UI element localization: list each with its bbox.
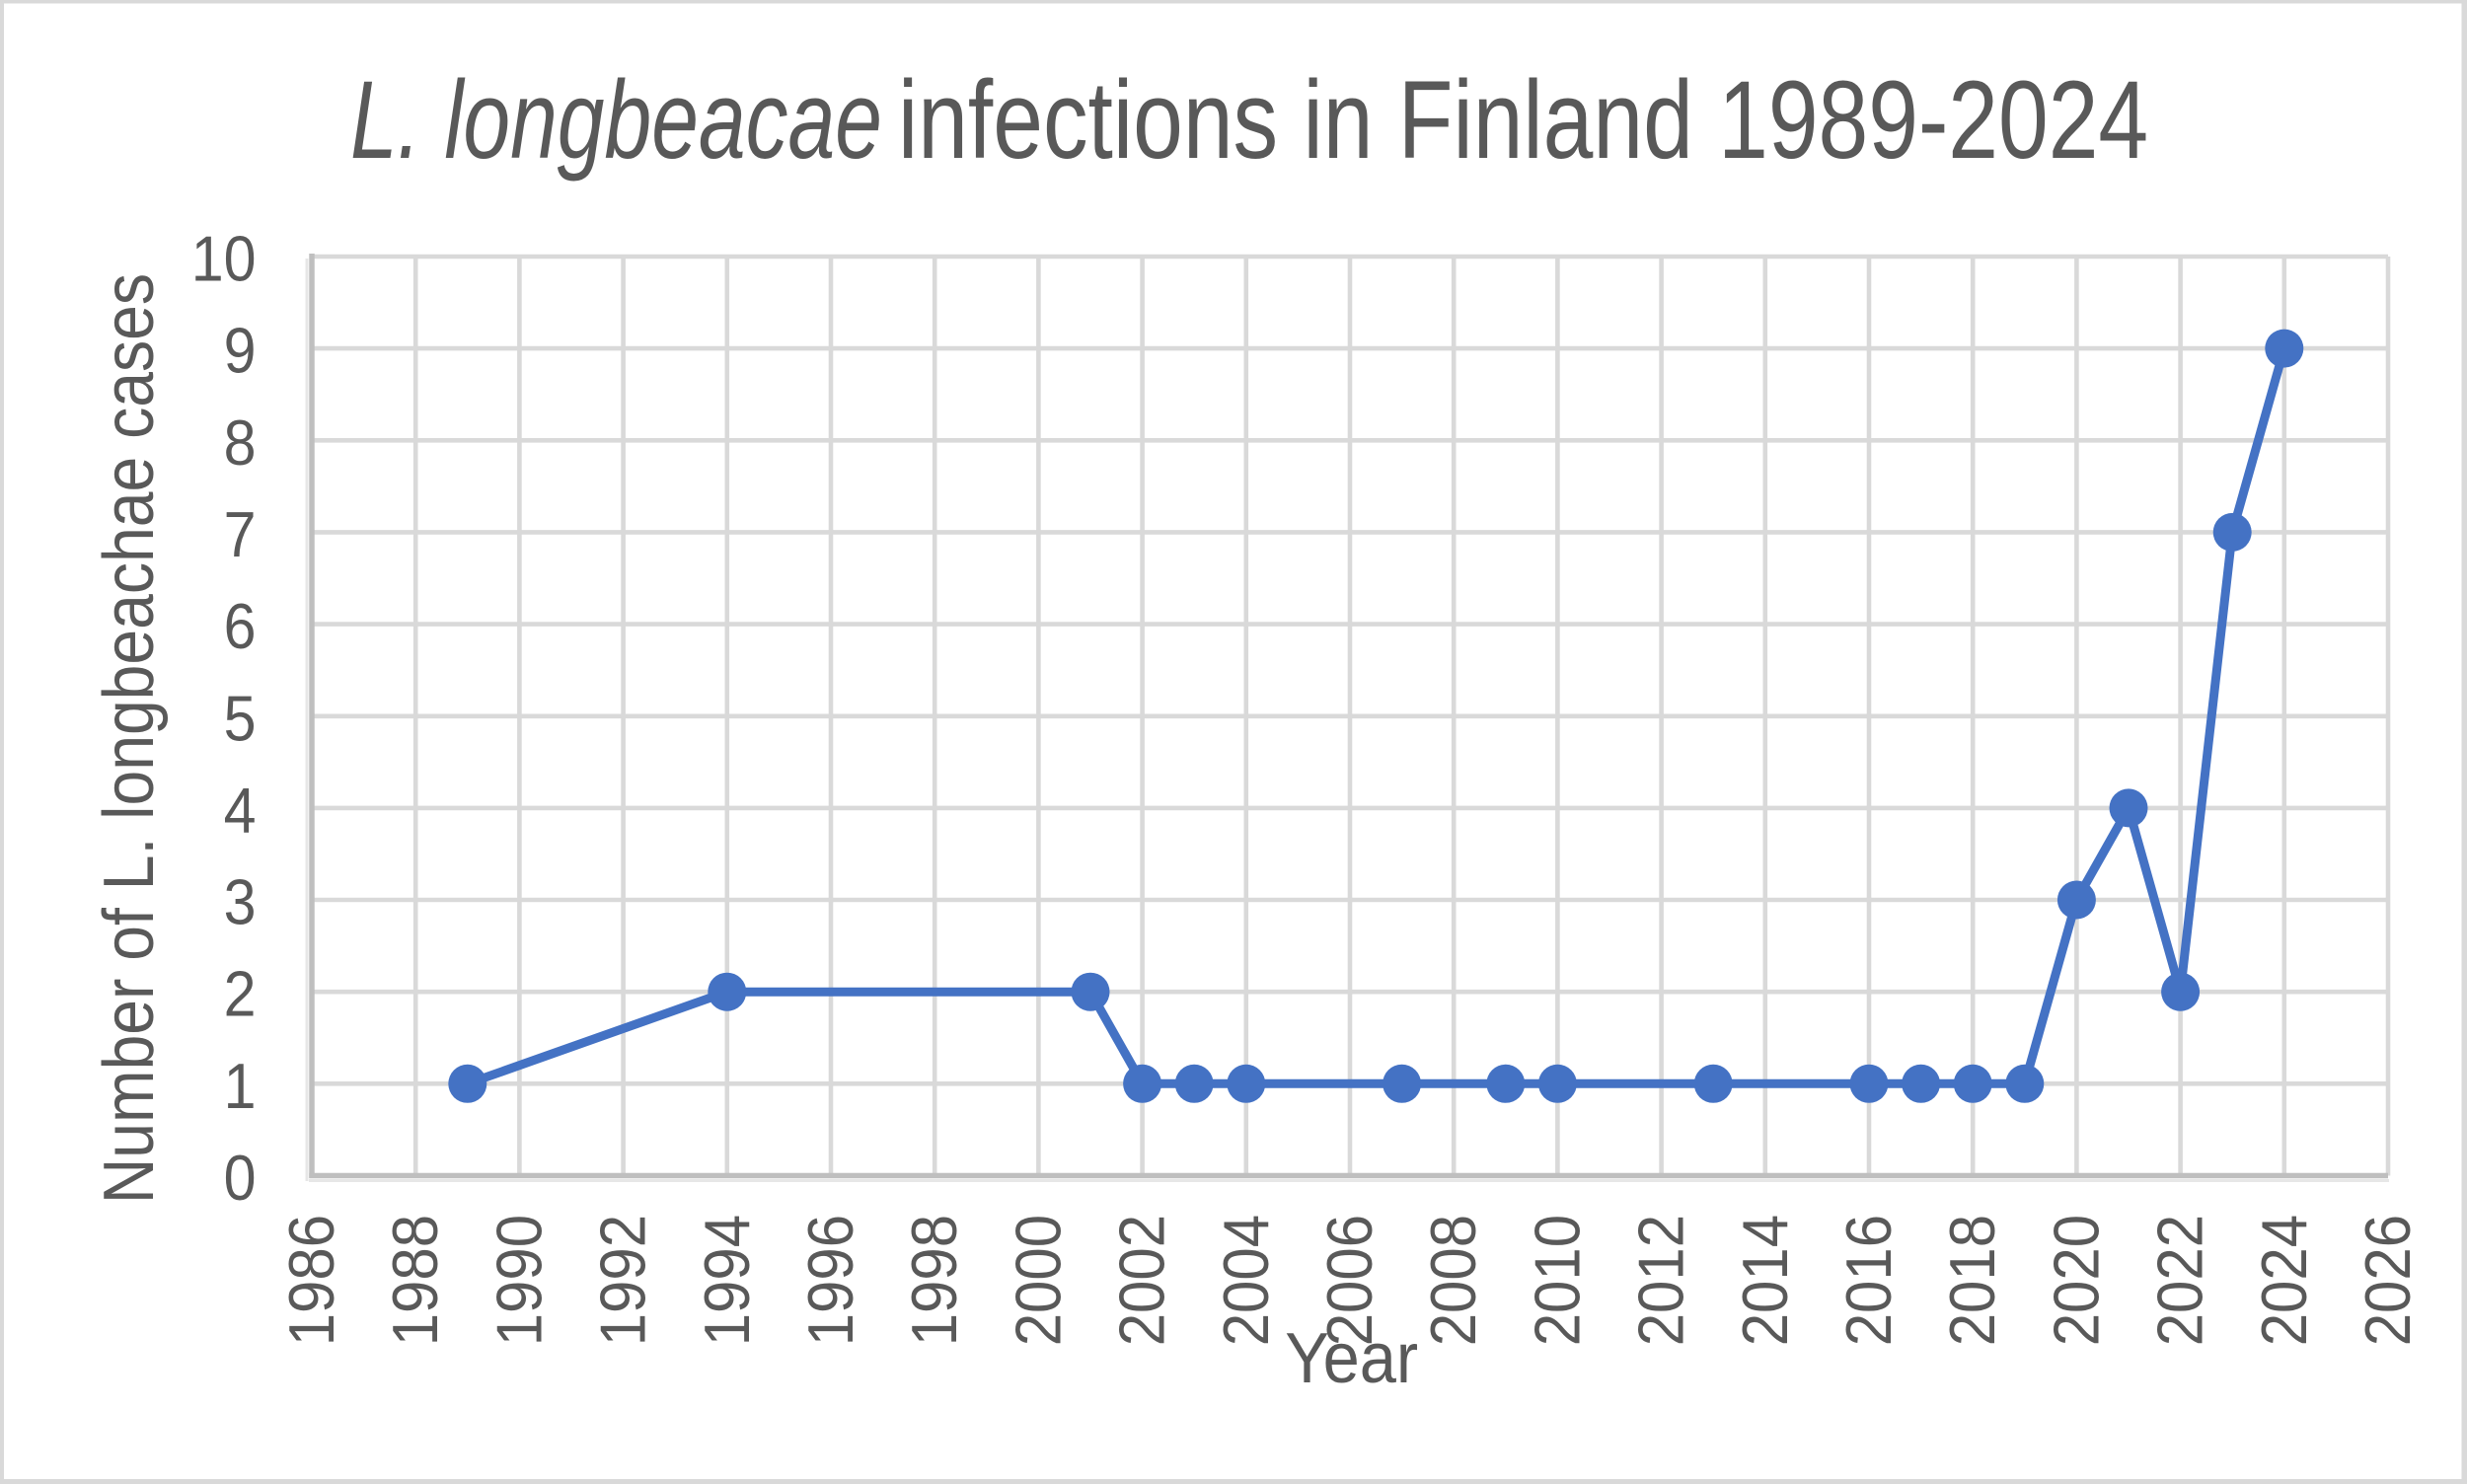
svg-text:9: 9: [224, 316, 257, 387]
svg-text:Year: Year: [1285, 1318, 1418, 1398]
svg-text:2: 2: [224, 959, 257, 1030]
svg-text:1994: 1994: [692, 1215, 764, 1346]
svg-text:infections in Finland 1989-202: infections in Finland 1989-2024: [898, 58, 2148, 182]
svg-text:1986: 1986: [276, 1215, 348, 1346]
svg-text:2004: 2004: [1211, 1215, 1283, 1346]
svg-text:2000: 2000: [1003, 1215, 1075, 1346]
svg-text:2014: 2014: [1730, 1215, 1802, 1346]
svg-text:2008: 2008: [1418, 1215, 1490, 1346]
svg-text:2020: 2020: [2041, 1215, 2113, 1346]
svg-text:5: 5: [224, 684, 257, 755]
svg-text:1998: 1998: [899, 1215, 971, 1346]
svg-text:2012: 2012: [1625, 1215, 1697, 1346]
svg-text:2026: 2026: [2353, 1215, 2425, 1346]
svg-text:2016: 2016: [1833, 1215, 1906, 1346]
svg-text:10: 10: [191, 224, 257, 295]
svg-text:6: 6: [224, 592, 257, 663]
svg-text:2006: 2006: [1314, 1215, 1386, 1346]
svg-text:4: 4: [224, 776, 257, 847]
svg-text:1990: 1990: [484, 1215, 556, 1346]
svg-text:2010: 2010: [1522, 1215, 1594, 1346]
svg-text:2022: 2022: [2144, 1215, 2216, 1346]
svg-text:2002: 2002: [1106, 1215, 1178, 1346]
svg-text:L. longbeacae: L. longbeacae: [350, 59, 882, 183]
svg-text:7: 7: [224, 499, 257, 570]
svg-text:1992: 1992: [587, 1215, 659, 1346]
svg-text:0: 0: [224, 1143, 257, 1214]
svg-text:1988: 1988: [380, 1215, 452, 1346]
svg-text:1: 1: [224, 1051, 257, 1122]
svg-text:2024: 2024: [2249, 1215, 2321, 1346]
svg-text:8: 8: [224, 408, 257, 479]
svg-text:3: 3: [224, 867, 257, 938]
svg-text:Number of L. longbeachae cases: Number of L. longbeachae cases: [90, 273, 169, 1204]
svg-text:2018: 2018: [1937, 1215, 2009, 1346]
svg-text:1996: 1996: [795, 1215, 867, 1346]
